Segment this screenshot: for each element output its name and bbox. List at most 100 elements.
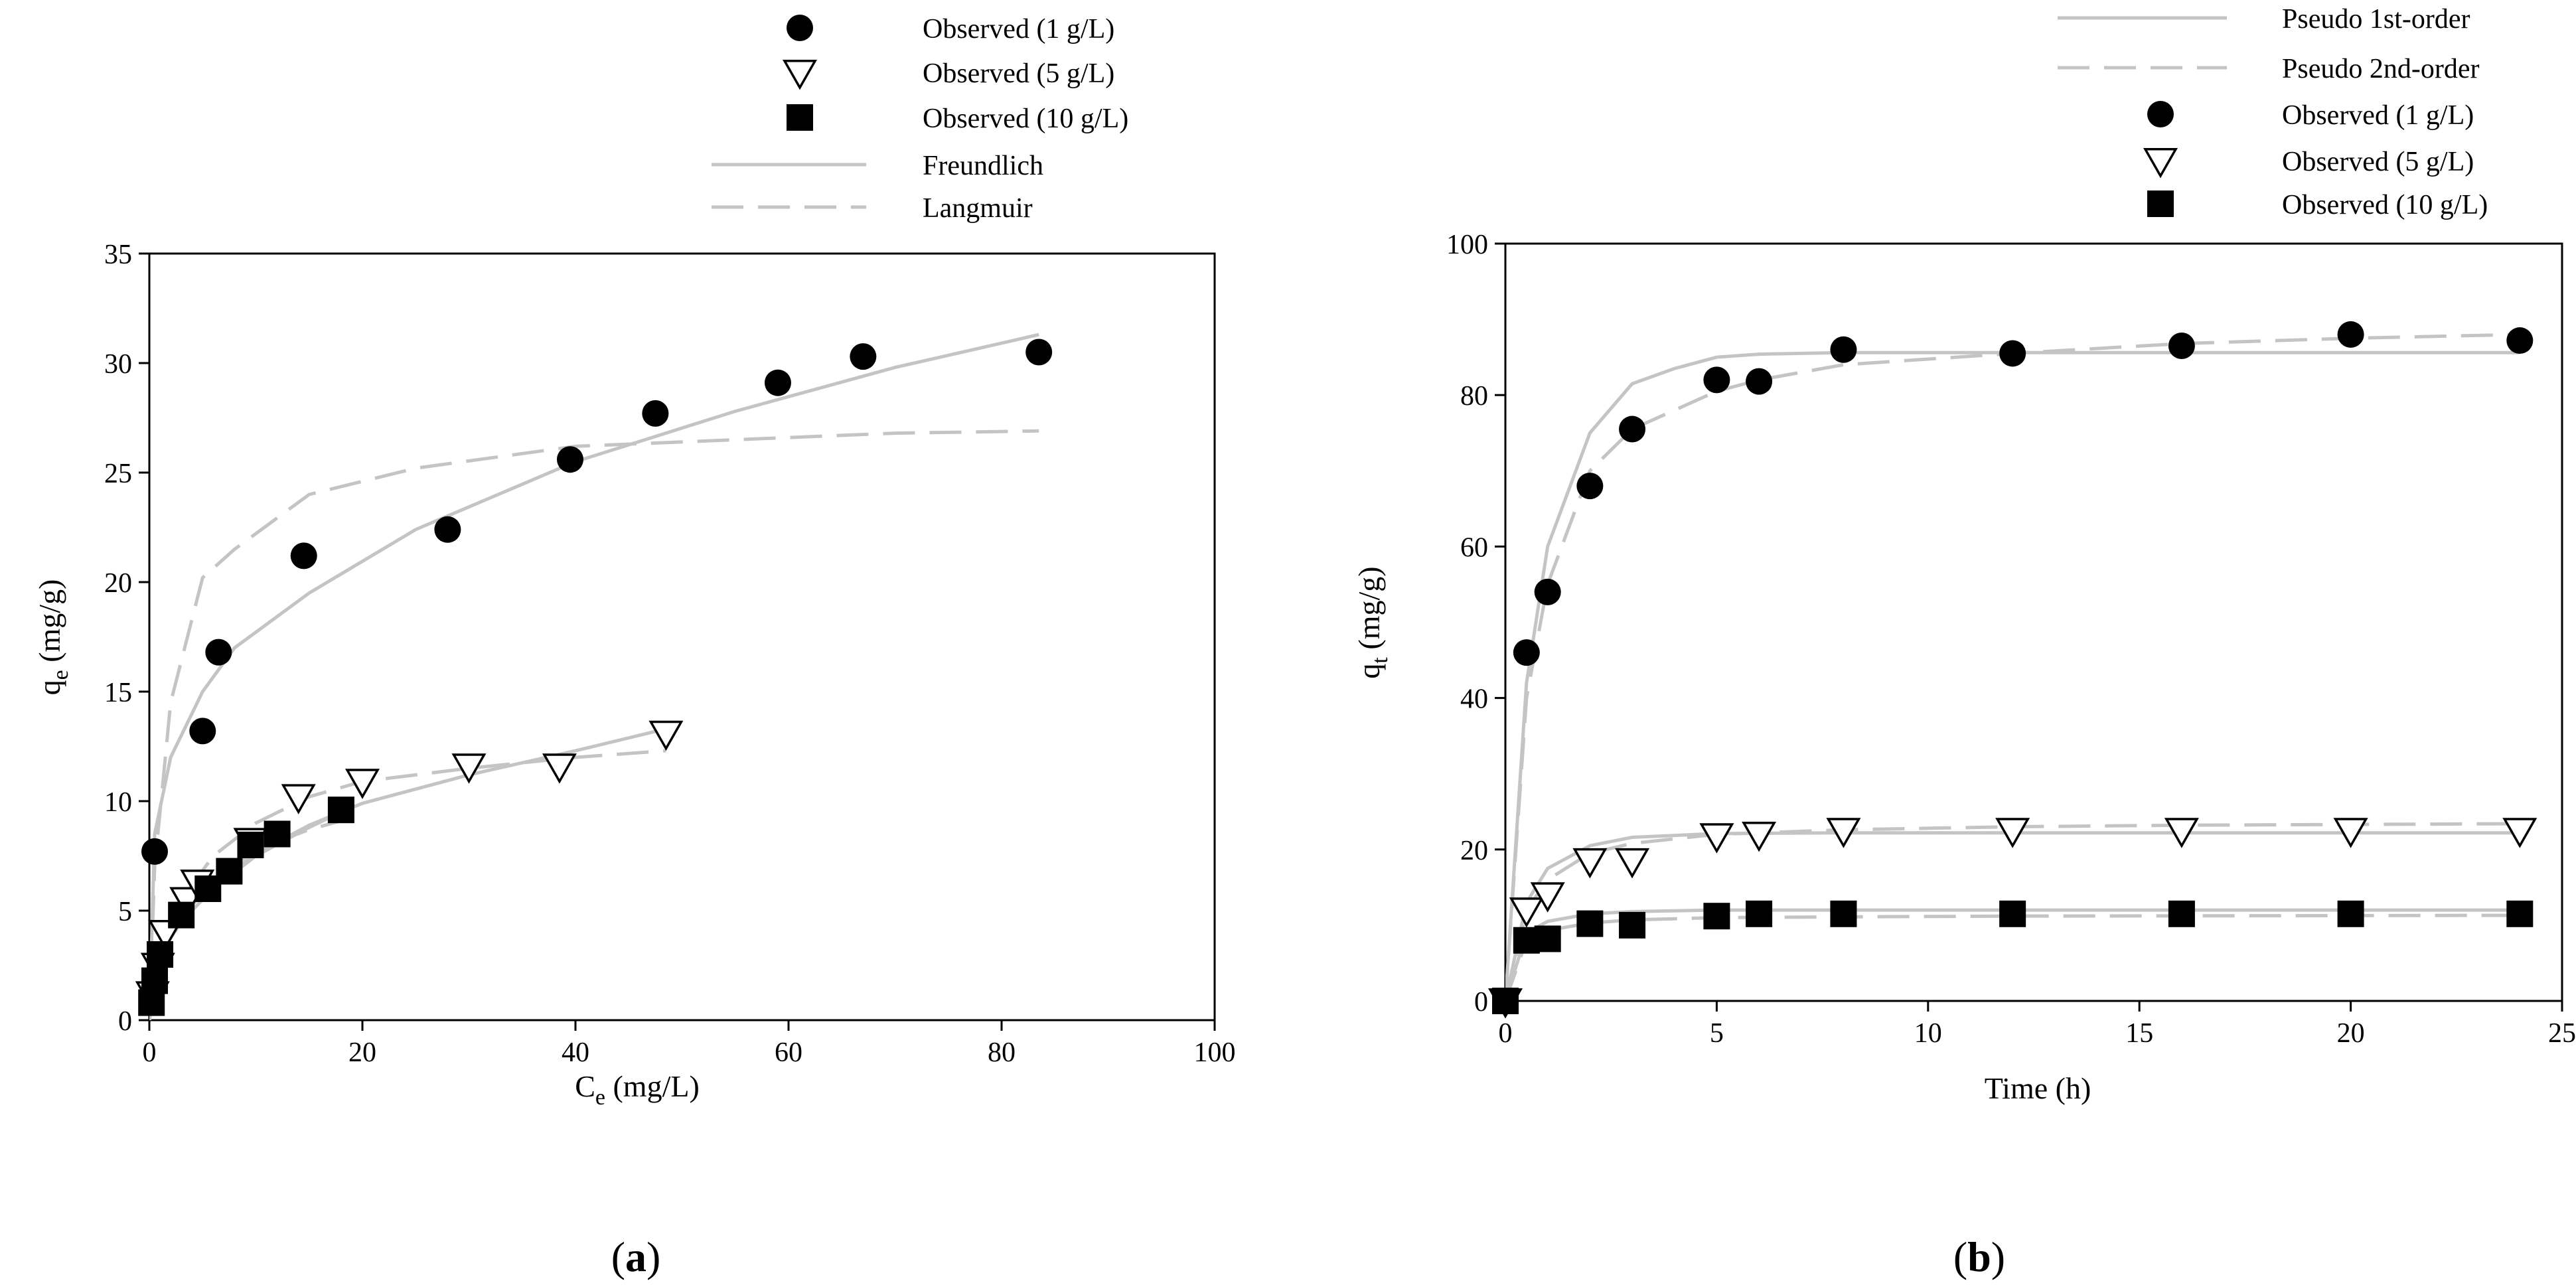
data-point-a-triangle-down [648, 720, 684, 751]
fit-line-a-dashed-1 [149, 429, 1039, 1020]
data-point-b-square [1576, 910, 1604, 937]
data-point-a-square [264, 820, 291, 848]
series-a-3 [138, 796, 354, 1016]
x-tick-label-a: 100 [1194, 1037, 1236, 1068]
data-point-a-circle [189, 718, 216, 745]
y-tick-label-b: 100 [1446, 230, 1488, 260]
panel-b: 0 20 40 60 80 100 0 5 10 15 20 25 qt (mg/g) Time (h) P… [1352, 4, 2576, 1280]
data-point-a-circle [141, 838, 169, 865]
panel-a: 0 5 10 15 20 25 30 35 0 20 40 60 80 100 qe (mg/g) Ce (m… [33, 14, 1236, 1280]
data-point-b-triangle-down [1826, 818, 1861, 848]
data-point-b-triangle-down [2333, 818, 2368, 848]
series-b-2 [1487, 818, 2538, 1019]
data-point-b-square [1830, 900, 1857, 927]
data-point-a-triangle-down [451, 753, 487, 784]
legend-label-b: Pseudo 1st-order [2282, 4, 2470, 35]
data-point-a-circle [556, 446, 583, 473]
data-point-a-triangle-down [169, 887, 204, 918]
series-b-3 [1492, 900, 2534, 1014]
x-axis-title-a: Ce (mg/L) [575, 1069, 700, 1110]
x-tick-label-a: 40 [562, 1037, 589, 1068]
data-point-a-triangle-down [542, 753, 577, 784]
y-tick-label-a: 10 [104, 787, 132, 818]
x-tick-label-a: 60 [775, 1037, 802, 1068]
data-point-b-triangle-down [1615, 848, 1650, 879]
data-point-b-circle [1999, 340, 2026, 367]
legend-label-b: Observed (10 g/L) [2282, 190, 2488, 220]
y-tick-label-a: 35 [104, 240, 132, 270]
plot-frame-b [1504, 242, 2563, 1002]
x-tick-label-a: 80 [988, 1037, 1016, 1068]
legend-label-a: Freundlich [923, 151, 1043, 181]
legend-label-a: Observed (10 g/L) [923, 104, 1128, 134]
fit-line-b-dashed-2 [1505, 822, 2520, 1001]
data-point-b-square [2506, 900, 2534, 927]
legend-label-b: Observed (5 g/L) [2282, 147, 2474, 177]
data-point-b-triangle-down [1995, 818, 2030, 848]
data-point-b-triangle-down [1572, 848, 1608, 879]
y-tick-label-a: 25 [104, 459, 132, 489]
data-point-a-circle [434, 516, 461, 543]
legend-label-b: Pseudo 2nd-order [2282, 54, 2479, 84]
legend-marker-b-circle [2147, 101, 2174, 127]
data-point-b-square [1703, 903, 1730, 930]
data-point-b-circle [2337, 321, 2364, 348]
x-tick-label-b: 20 [2337, 1018, 2365, 1049]
data-point-a-triangle-down [281, 784, 316, 814]
legend-label-a: Observed (5 g/L) [923, 58, 1114, 89]
data-point-a-circle [642, 400, 669, 427]
y-tick-label-b: 20 [1460, 836, 1488, 866]
data-point-b-circle [1534, 578, 1561, 605]
x-tick-label-a: 20 [348, 1037, 376, 1068]
x-tick-label-b: 25 [2548, 1018, 2576, 1049]
data-point-a-square [327, 796, 354, 824]
y-tick-label-a: 20 [104, 568, 132, 599]
legend-marker-a-circle [787, 15, 813, 41]
data-point-b-circle [1619, 416, 1646, 443]
data-point-b-circle [2168, 333, 2195, 360]
legend-label-a: Langmuir [923, 193, 1033, 224]
legend-label-a: Observed (1 g/L) [923, 14, 1114, 44]
x-axis-title-b: Time (h) [1985, 1071, 2091, 1105]
data-point-a-circle [1025, 339, 1053, 366]
data-point-b-square [1999, 900, 2026, 927]
data-point-b-square [1492, 988, 1519, 1014]
legend-marker-a-square [787, 104, 813, 131]
data-point-b-circle [1703, 366, 1730, 394]
x-tick-label-b: 10 [1914, 1018, 1942, 1049]
legend-a: Observed (1 g/L) Observed (5 g/L) Observed… [712, 14, 1128, 224]
y-axis-title-a: qe (mg/g) [33, 579, 73, 696]
data-point-b-triangle-down [1530, 882, 1565, 913]
legend-marker-b-square [2147, 190, 2174, 217]
data-point-b-square [1746, 900, 1773, 927]
data-point-a-circle [290, 542, 317, 569]
series-b-1 [1492, 321, 2534, 1014]
y-tick-label-a: 30 [104, 349, 132, 380]
x-tick-label-b: 15 [2125, 1018, 2153, 1049]
x-tick-label-b: 5 [1710, 1018, 1724, 1049]
panel-label-a: (a) [611, 1233, 661, 1280]
data-point-b-circle [1576, 473, 1604, 500]
data-point-b-square [2168, 900, 2195, 927]
legend-marker-b-triangle-down [2143, 148, 2178, 179]
y-tick-label-a: 15 [104, 678, 132, 708]
plot-frame-a [148, 252, 1216, 1022]
data-point-b-triangle-down [1509, 897, 1544, 928]
legend-marker-a-triangle-down [782, 60, 818, 90]
legend-label-b: Observed (1 g/L) [2282, 100, 2474, 131]
y-tick-label-b: 80 [1460, 381, 1488, 412]
data-point-a-circle [764, 369, 791, 396]
data-point-b-circle [2506, 327, 2534, 354]
fit-line-b-solid-2 [1505, 831, 2520, 1001]
data-point-a-triangle-down [344, 769, 380, 799]
data-point-b-circle [1830, 336, 1857, 363]
data-point-a-circle [850, 343, 877, 370]
data-point-a-square [141, 967, 169, 994]
data-point-a-square [168, 901, 195, 929]
data-point-b-triangle-down [2164, 818, 2199, 848]
data-point-b-triangle-down [1699, 823, 1734, 854]
x-tick-label-a: 0 [143, 1037, 157, 1068]
y-tick-label-b: 60 [1460, 532, 1488, 563]
